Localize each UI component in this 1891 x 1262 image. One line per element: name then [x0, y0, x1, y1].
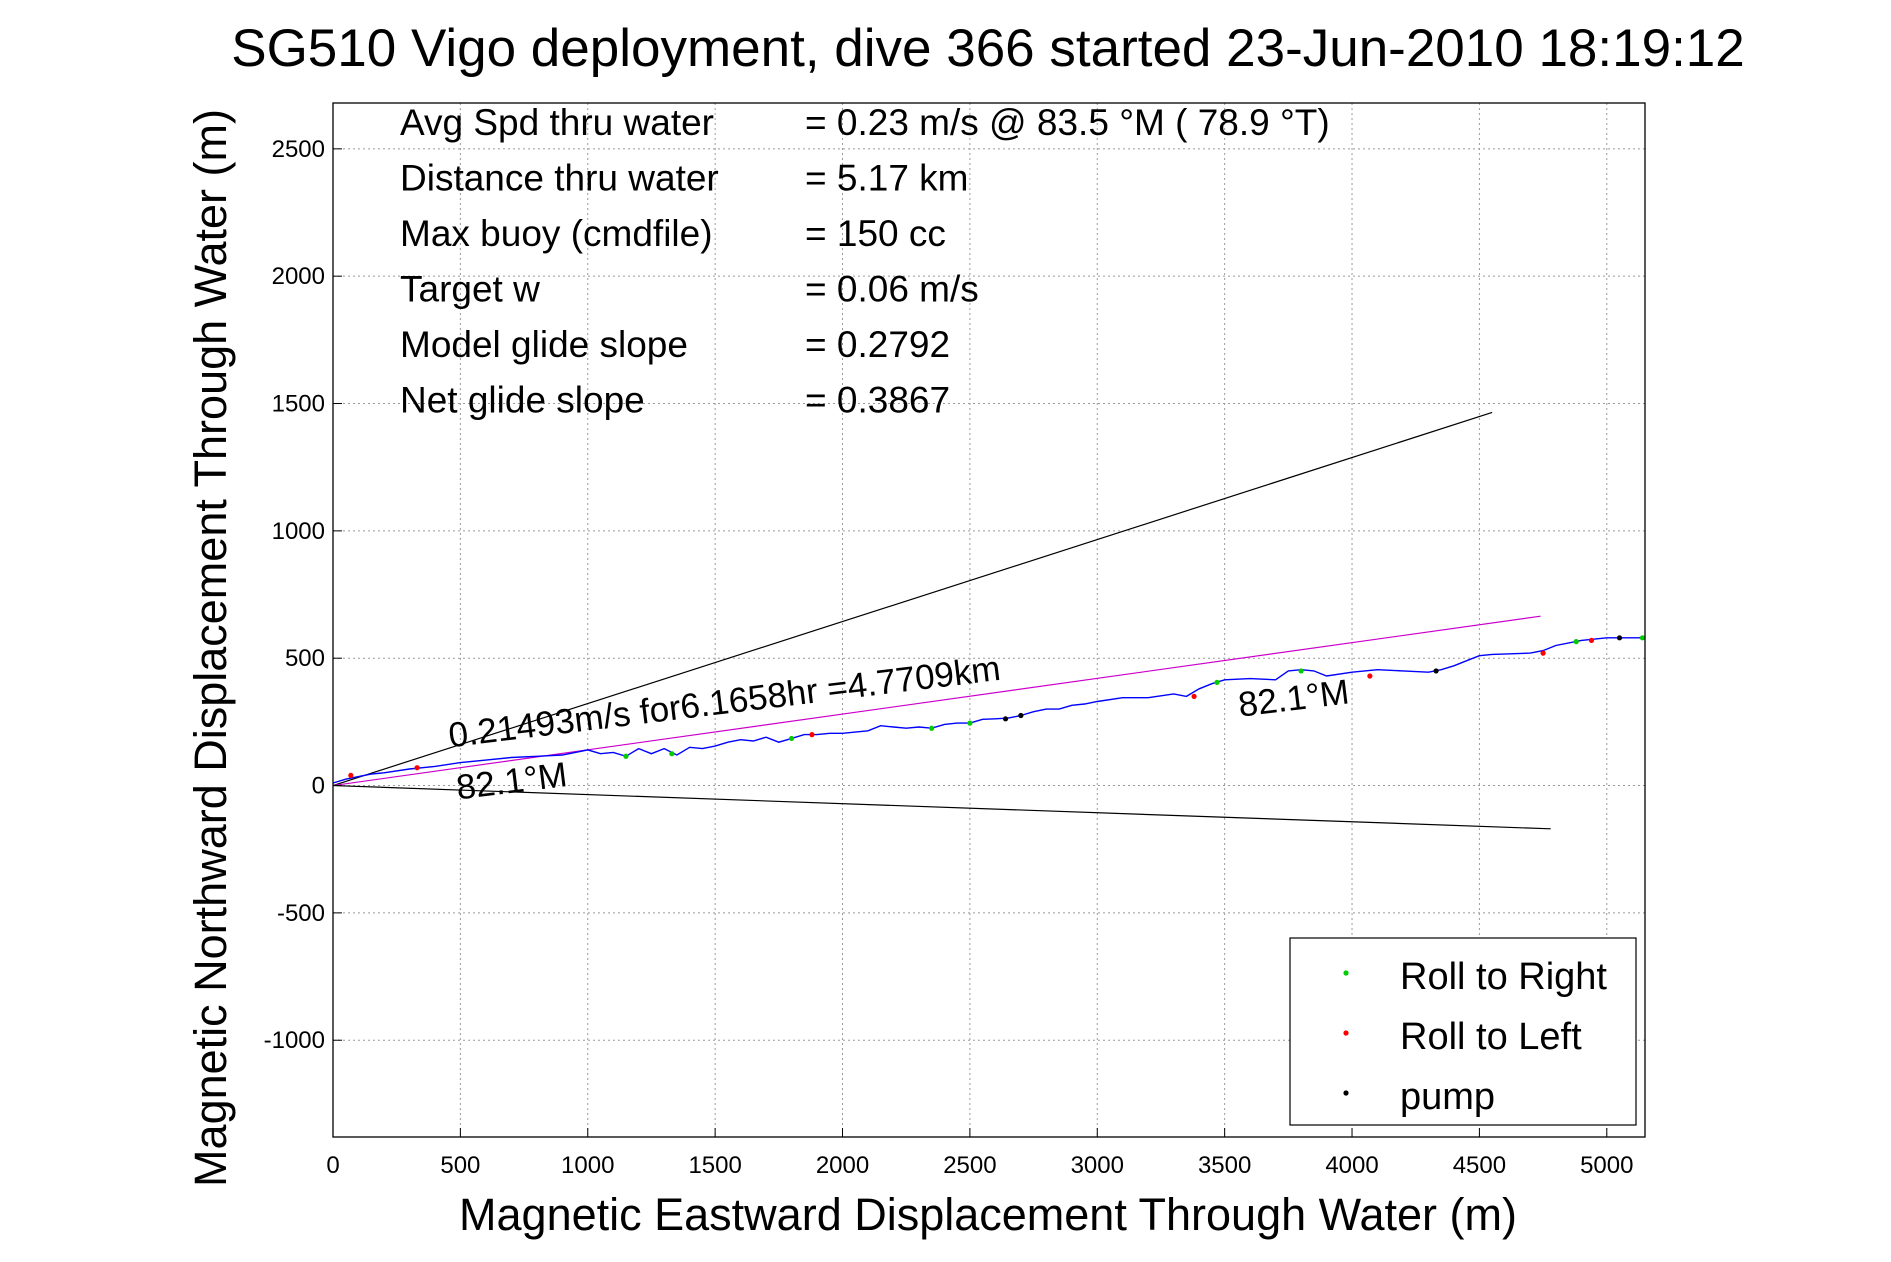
- markers: [348, 635, 1646, 778]
- y-axis-label: Magnetic Northward Displacement Through …: [185, 109, 236, 1187]
- marker-point: [669, 751, 675, 757]
- x-axis-label: Magnetic Eastward Displacement Through W…: [459, 1189, 1517, 1240]
- marker-point: [348, 772, 354, 778]
- legend-marker: [1343, 1090, 1349, 1096]
- marker-point: [1298, 668, 1304, 674]
- reference-line: [332, 411, 1493, 787]
- chart-title: SG510 Vigo deployment, dive 366 started …: [231, 19, 1745, 78]
- info-label: Target w: [400, 269, 540, 310]
- x-tick-label: 3500: [1198, 1152, 1251, 1179]
- reference-line: [332, 615, 1541, 787]
- marker-point: [1191, 693, 1197, 700]
- x-tick-label: 2000: [816, 1152, 869, 1179]
- marker-point: [1002, 716, 1009, 722]
- plot-area: [332, 102, 1646, 1138]
- ticks: 0 500 1000 1500 2000 2500 3000 3500 4000 4500 5000…: [264, 136, 1634, 1179]
- info-value: = 150 cc: [805, 213, 946, 254]
- y-tick-label: 1000: [272, 518, 325, 545]
- reference-lines: [332, 411, 1551, 830]
- marker-point: [1367, 673, 1373, 679]
- marker-point: [1616, 635, 1623, 641]
- y-tick-label: 2500: [272, 136, 325, 163]
- legend-label: pump: [1400, 1076, 1495, 1118]
- marker-point: [1639, 635, 1646, 641]
- legend-marker: [1343, 1030, 1349, 1036]
- marker-point: [1573, 639, 1579, 645]
- y-tick-label: 500: [285, 645, 325, 672]
- legend-label: Roll to Left: [1400, 1016, 1582, 1058]
- marker-point: [623, 753, 629, 759]
- marker-point: [1018, 712, 1024, 719]
- reference-line: [332, 784, 1551, 830]
- marker-point: [1588, 637, 1595, 643]
- info-label: Distance thru water: [400, 158, 719, 199]
- info-block: Avg Spd thru water = 0.23 m/s @ 83.5 °M (…: [400, 102, 1330, 421]
- info-value: = 5.17 km: [805, 158, 969, 199]
- y-tick-label: 0: [312, 773, 325, 800]
- x-tick-label: 4500: [1453, 1152, 1506, 1179]
- info-label: Max buoy (cmdfile): [400, 213, 713, 254]
- x-tick-label: 2500: [943, 1152, 996, 1179]
- x-tick-label: 5000: [1580, 1152, 1633, 1179]
- marker-point: [809, 732, 815, 738]
- x-tick-label: 500: [440, 1152, 480, 1179]
- info-value: = 0.3867: [805, 380, 950, 421]
- x-tick-label: 1500: [688, 1152, 741, 1179]
- x-tick-label: 4000: [1325, 1152, 1378, 1179]
- x-tick-label: 3000: [1071, 1152, 1124, 1179]
- info-label: Net glide slope: [400, 380, 645, 421]
- marker-point: [929, 725, 935, 731]
- y-tick-label: -1000: [264, 1027, 325, 1054]
- y-tick-label: 1500: [272, 391, 325, 418]
- legend-marker: [1343, 970, 1349, 976]
- info-label: Avg Spd thru water: [400, 102, 714, 143]
- x-tick-label: 1000: [561, 1152, 614, 1179]
- marker-point: [1540, 650, 1546, 656]
- info-value: = 0.2792: [805, 324, 950, 365]
- y-tick-label: -500: [277, 900, 325, 927]
- x-tick-label: 0: [326, 1152, 339, 1179]
- marker-point: [1433, 668, 1439, 674]
- legend-label: Roll to Right: [1400, 956, 1607, 998]
- y-tick-label: 2000: [272, 263, 325, 290]
- marker-point: [1214, 679, 1220, 685]
- legend: Roll to Right Roll to Left pump: [1289, 937, 1637, 1126]
- track-line: [332, 637, 1645, 784]
- marker-point: [967, 720, 973, 726]
- marker-point: [788, 735, 795, 742]
- info-value: = 0.23 m/s @ 83.5 °M ( 78.9 °T): [805, 102, 1330, 143]
- track: [332, 637, 1645, 784]
- info-label: Model glide slope: [400, 324, 688, 365]
- marker-point: [414, 765, 420, 771]
- info-value: = 0.06 m/s: [805, 269, 979, 310]
